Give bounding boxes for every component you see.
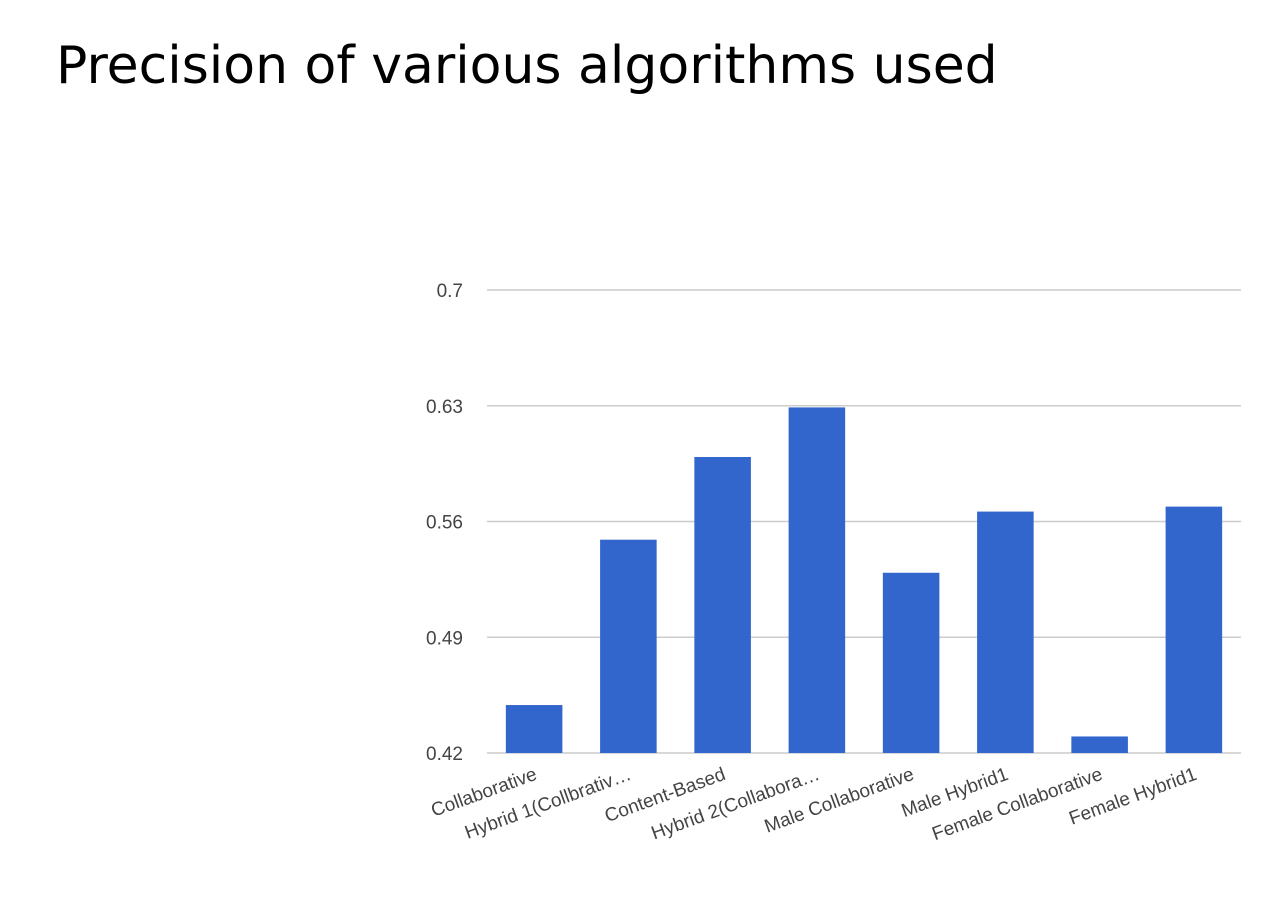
bar — [1071, 736, 1128, 753]
y-tick-label: 0.7 — [437, 281, 463, 302]
bar — [1165, 506, 1223, 753]
y-tick-label: 0.42 — [426, 744, 463, 765]
bar — [600, 539, 657, 753]
bar — [977, 511, 1034, 753]
x-category-label: Hybrid 1(Collbrativ… — [462, 764, 634, 844]
bar — [882, 572, 940, 753]
bar — [694, 457, 751, 753]
y-tick-label: 0.56 — [426, 513, 463, 534]
bar — [788, 407, 846, 753]
y-tick-label: 0.63 — [426, 397, 463, 418]
y-tick-label: 0.49 — [426, 628, 463, 649]
bar — [505, 705, 563, 753]
slide-title: Precision of various algorithms used — [56, 36, 998, 96]
